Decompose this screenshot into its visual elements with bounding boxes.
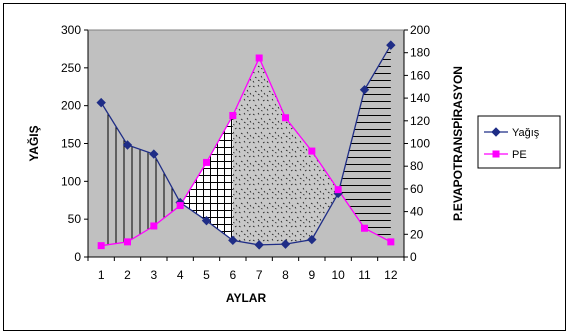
data-point-yagis [96, 97, 106, 108]
data-point-yagis [122, 140, 133, 150]
y-tick-label: 150 [61, 137, 81, 151]
data-point-pe [97, 242, 105, 250]
y2-tick-label: 140 [410, 91, 430, 105]
data-point-pe [334, 186, 342, 194]
x-tick-label: 2 [124, 268, 131, 282]
data-point-pe [150, 222, 158, 230]
y-axis-title: YAĞIŞ [26, 125, 41, 161]
y2-tick-label: 80 [410, 159, 424, 173]
data-point-pe [308, 147, 316, 155]
legend-box [477, 115, 561, 169]
series-line-pe [101, 56, 392, 247]
y-tick-label: 50 [68, 212, 82, 226]
y2-axis-title: P.EVAPOTRANSPİRASYON [450, 66, 465, 221]
y-tick-label: 300 [61, 23, 81, 37]
x-tick-label: 6 [229, 268, 236, 282]
y-tick-label: 200 [61, 99, 81, 113]
y-tick-label: 0 [74, 250, 81, 264]
y2-tick-label: 160 [410, 68, 430, 82]
data-point-yagis [254, 240, 264, 250]
y2-tick-label: 40 [410, 205, 424, 219]
x-tick-label: 9 [308, 268, 315, 282]
y2-tick-label: 60 [410, 182, 424, 196]
data-point-pe [282, 114, 289, 122]
data-point-yagis [201, 215, 212, 226]
data-point-pe [176, 202, 184, 210]
legend-marker-shape [492, 150, 500, 158]
x-tick-label: 1 [98, 268, 105, 282]
y2-tick-label: 20 [410, 227, 424, 241]
shaded-regions [101, 45, 391, 246]
data-point-pe [203, 158, 210, 166]
data-point-yagis [359, 85, 370, 95]
x-tick-label: 3 [150, 268, 157, 282]
y2-tick-label: 120 [410, 114, 430, 128]
data-point-pe [361, 224, 368, 232]
series-lines [100, 44, 392, 247]
legend-marker-shape [491, 127, 501, 137]
region-soil-moisture-use [181, 115, 233, 241]
x-axis-title: AYLAR [226, 291, 267, 305]
data-point-yagis [228, 235, 238, 246]
tick-labels: 0 50 100 150 200 250 300 0 20 40 60 80 100 120 140 160 1… [61, 23, 430, 282]
y2-tick-label: 200 [410, 23, 430, 37]
axes [84, 29, 408, 261]
data-point-yagis [149, 149, 159, 159]
data-point-yagis [386, 40, 396, 50]
legend-marker-pe [492, 150, 500, 158]
data-point-pe [124, 238, 131, 246]
series-markers [96, 40, 396, 250]
legend: Yağış PE [477, 115, 561, 169]
region-recharge [338, 45, 391, 242]
y2-tick-label: 100 [410, 137, 430, 151]
data-point-yagis [307, 234, 317, 245]
x-tick-label: 8 [282, 268, 289, 282]
x-tick-label: 10 [331, 268, 345, 282]
x-tick-label: 11 [358, 268, 371, 282]
legend-marker-yagis [491, 127, 501, 137]
y-tick-label: 100 [61, 174, 81, 188]
data-point-pe [255, 54, 263, 62]
legend-label-yagis: Yağış [512, 127, 540, 139]
y2-tick-label: 0 [410, 250, 417, 264]
data-point-yagis [280, 239, 291, 249]
region-deficit [232, 58, 339, 245]
data-point-pe [229, 112, 237, 120]
legend-label-pe: PE [512, 149, 527, 161]
x-tick-label: 7 [256, 268, 263, 282]
series-line-yagis [100, 44, 392, 246]
y-tick-label: 250 [61, 61, 81, 75]
x-tick-label: 5 [203, 268, 210, 282]
x-tick-label: 12 [384, 268, 398, 282]
y2-tick-label: 180 [410, 46, 430, 60]
data-point-pe [387, 238, 395, 246]
region-surplus [101, 102, 182, 246]
x-tick-label: 4 [177, 268, 184, 282]
